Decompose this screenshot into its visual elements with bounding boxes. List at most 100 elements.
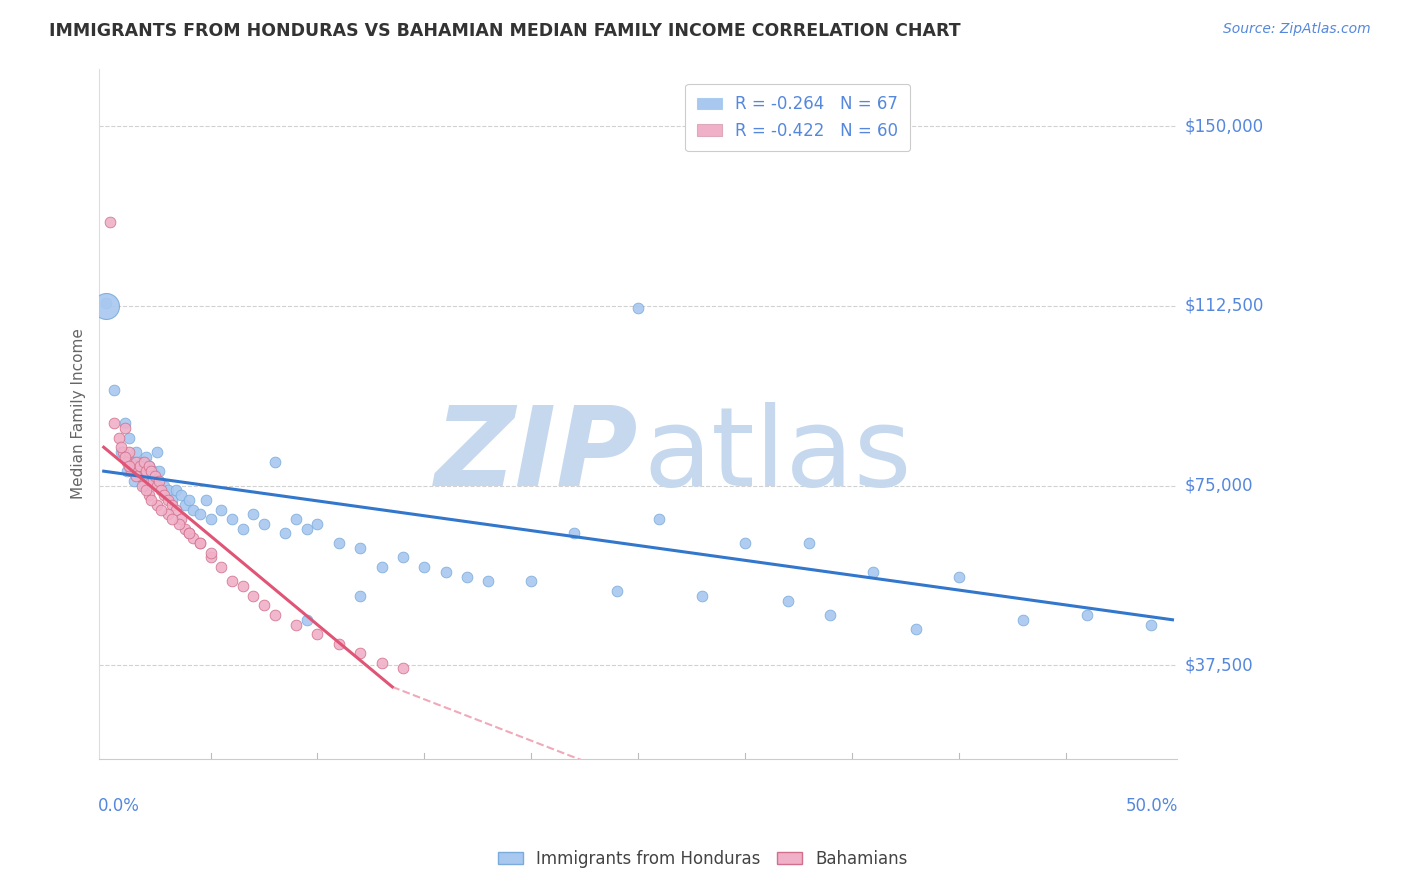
Point [142,464,165,478]
Point [349,541,371,555]
Point [209,560,232,574]
Point [562,526,585,541]
Point [200,512,222,526]
Point [103,383,125,397]
Point [195,492,218,507]
Point [118,431,141,445]
Point [111,445,134,459]
Point [285,617,308,632]
Point [127,459,149,474]
Point [94,296,117,310]
Point [146,445,169,459]
Point [179,492,201,507]
Point [129,469,152,483]
Point [188,536,211,550]
Point [115,454,138,468]
Point [94,299,117,313]
Point [135,483,157,498]
Point [135,450,157,464]
Point [648,512,671,526]
Point [160,498,183,512]
Point [156,483,179,498]
Point [122,474,145,488]
Point [948,569,970,583]
Point [413,560,436,574]
Text: Source: ZipAtlas.com: Source: ZipAtlas.com [1223,22,1371,37]
Text: $150,000: $150,000 [1185,117,1264,135]
Point [165,502,187,516]
Point [263,454,285,468]
Point [143,474,166,488]
Point [107,431,129,445]
Point [349,646,371,660]
Point [129,459,152,474]
Text: atlas: atlas [644,401,912,508]
Point [134,478,156,492]
Point [118,459,141,474]
Point [232,522,254,536]
Point [370,656,392,670]
Text: 0.0%: 0.0% [98,797,141,814]
Point [148,464,170,478]
Point [125,469,148,483]
Point [114,421,136,435]
Text: $112,500: $112,500 [1185,297,1264,315]
Point [477,574,499,589]
Text: ZIP: ZIP [434,401,638,508]
Point [328,637,350,651]
Point [131,469,153,483]
Point [188,536,211,550]
Point [221,512,243,526]
Point [285,512,308,526]
Point [295,522,318,536]
Point [150,483,173,498]
Point [434,565,457,579]
Point [127,464,149,478]
Point [174,498,197,512]
Point [118,445,141,459]
Point [146,478,169,492]
Y-axis label: Median Family Income: Median Family Income [72,328,86,500]
Point [156,508,179,522]
Point [138,459,160,474]
Point [221,574,243,589]
Point [1011,613,1033,627]
Point [392,661,415,675]
Point [456,569,478,583]
Point [349,589,371,603]
Point [98,215,121,229]
Point [200,550,222,565]
Point [115,464,138,478]
Point [142,474,165,488]
Point [139,492,162,507]
Point [606,584,628,599]
Text: $37,500: $37,500 [1185,657,1254,674]
Point [862,565,884,579]
Point [307,516,329,531]
Text: IMMIGRANTS FROM HONDURAS VS BAHAMIAN MEDIAN FAMILY INCOME CORRELATION CHART: IMMIGRANTS FROM HONDURAS VS BAHAMIAN MED… [49,22,960,40]
Point [152,478,174,492]
Point [520,574,543,589]
Point [392,550,415,565]
Point [121,464,143,478]
Point [169,512,191,526]
Point [125,445,148,459]
Point [103,416,125,430]
Point [156,492,179,507]
Point [232,579,254,593]
Point [110,440,132,454]
Point [131,454,153,468]
Point [139,464,162,478]
Point [165,483,187,498]
Point [174,522,197,536]
Point [138,459,160,474]
Point [139,469,162,483]
Point [274,526,297,541]
Point [179,526,201,541]
Point [904,623,927,637]
Point [820,607,842,622]
Legend: R = -0.264   N = 67, R = -0.422   N = 60: R = -0.264 N = 67, R = -0.422 N = 60 [685,84,910,152]
Point [110,445,132,459]
Point [114,450,136,464]
Point [169,488,191,502]
